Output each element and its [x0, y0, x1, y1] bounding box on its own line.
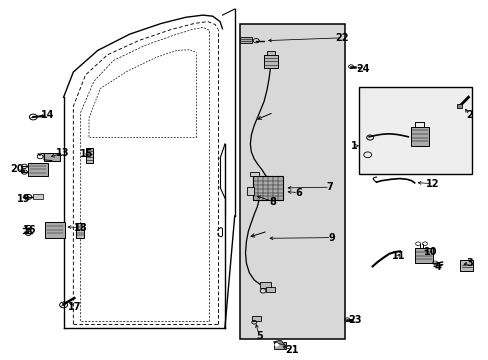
Bar — [260, 282, 270, 288]
Text: 14: 14 — [41, 110, 55, 120]
Bar — [44, 153, 60, 161]
Text: 12: 12 — [425, 179, 439, 189]
Text: 5: 5 — [255, 330, 262, 341]
Text: 10: 10 — [423, 247, 436, 257]
Bar — [456, 104, 461, 108]
Bar — [252, 316, 261, 321]
Bar — [247, 187, 254, 195]
Bar — [28, 163, 48, 176]
Bar — [273, 342, 285, 349]
Text: 24: 24 — [355, 64, 369, 74]
Bar — [264, 55, 277, 68]
Text: 2: 2 — [465, 110, 472, 120]
Polygon shape — [273, 340, 285, 346]
Text: 1: 1 — [350, 141, 357, 151]
Text: 23: 23 — [347, 315, 361, 325]
Bar — [239, 24, 344, 339]
Text: 18: 18 — [74, 222, 87, 233]
Text: 3: 3 — [465, 258, 472, 268]
Bar — [250, 172, 259, 176]
Bar — [253, 176, 282, 200]
Text: 19: 19 — [17, 194, 30, 204]
Text: 11: 11 — [391, 251, 405, 261]
Text: 4: 4 — [433, 262, 440, 272]
Bar — [410, 127, 428, 146]
Bar — [359, 87, 471, 174]
Text: 20: 20 — [10, 164, 24, 174]
Bar — [45, 222, 64, 238]
Text: 17: 17 — [67, 302, 81, 312]
Text: 13: 13 — [56, 148, 69, 158]
Text: 8: 8 — [269, 197, 276, 207]
Bar — [414, 248, 432, 263]
Bar — [85, 148, 93, 163]
Text: 6: 6 — [294, 188, 301, 198]
Bar — [266, 51, 274, 55]
Text: 7: 7 — [326, 182, 333, 192]
Text: 16: 16 — [22, 225, 36, 235]
Bar — [76, 223, 83, 238]
Text: 15: 15 — [80, 149, 94, 159]
Text: 22: 22 — [335, 33, 348, 43]
Circle shape — [274, 343, 278, 346]
Text: 21: 21 — [285, 345, 299, 355]
Bar — [459, 260, 472, 271]
Bar — [33, 194, 43, 199]
Bar — [239, 37, 251, 43]
Bar — [265, 287, 274, 292]
Text: 9: 9 — [327, 233, 334, 243]
